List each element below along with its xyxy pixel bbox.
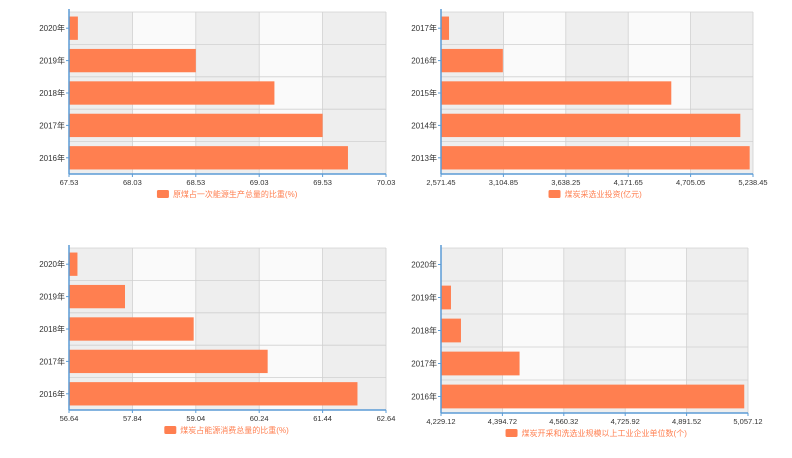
category-label: 2017年: [39, 356, 65, 366]
x-tick-label: 2,571.45: [426, 178, 455, 187]
bar[interactable]: [441, 113, 741, 138]
bar[interactable]: [69, 252, 78, 276]
chart-1: 2020年 2019年 2018年 2017年 2016年 67.53 68.03 68.53…: [39, 9, 395, 199]
category-label: 2016年: [411, 56, 437, 66]
category-label: 2020年: [39, 23, 65, 33]
x-tick-label: 59.04: [186, 414, 205, 423]
x-tick-label: 4,891.52: [672, 417, 701, 426]
legend[interactable]: 原煤占一次能源生产总量的比重(%): [156, 189, 298, 199]
x-tick-label: 57.84: [123, 414, 142, 423]
x-tick-label: 68.03: [123, 178, 142, 187]
x-tick-label: 56.64: [60, 414, 79, 423]
bar[interactable]: [69, 48, 196, 73]
legend[interactable]: 煤炭开采和洗选业规模以上工业企业单位数(个): [505, 428, 688, 438]
bar[interactable]: [69, 16, 78, 40]
category-label: 2013年: [411, 153, 437, 163]
x-tick-label: 67.53: [60, 178, 79, 187]
bar[interactable]: [69, 349, 268, 374]
bar[interactable]: [69, 382, 358, 406]
legend-label: 煤炭采选业投资(亿元): [565, 189, 643, 199]
legend-swatch: [156, 190, 169, 198]
bar[interactable]: [441, 384, 745, 409]
x-tick-label: 4,725.92: [611, 417, 640, 426]
x-tick-label: 68.53: [186, 178, 205, 187]
category-label: 2016年: [411, 392, 437, 402]
category-label: 2017年: [411, 23, 437, 33]
chart-2: 2017年 2016年 2015年 2014年 2013年 2,571.45 3,104.8…: [411, 9, 768, 199]
x-tick-label: 4,394.72: [488, 417, 517, 426]
bar[interactable]: [69, 146, 348, 170]
bar[interactable]: [441, 16, 450, 40]
bar[interactable]: [441, 146, 750, 170]
x-tick-label: 60.24: [250, 414, 269, 423]
x-tick-label: 5,238.45: [738, 178, 767, 187]
category-label: 2017年: [39, 120, 65, 130]
x-tick-label: 4,171.65: [614, 178, 643, 187]
category-label: 2019年: [39, 292, 65, 302]
category-label: 2020年: [411, 260, 437, 270]
bar[interactable]: [69, 284, 126, 309]
category-label: 2016年: [39, 153, 65, 163]
chart-4: 2020年 2019年 2018年 2017年 2016年 4,229.12 4,394.7…: [411, 245, 763, 438]
category-label: 2019年: [39, 56, 65, 66]
x-tick-label: 62.64: [377, 414, 396, 423]
bar[interactable]: [441, 351, 520, 376]
x-tick-label: 4,229.12: [426, 417, 455, 426]
legend[interactable]: 煤炭占能源消费总量的比重(%): [164, 425, 289, 435]
chart-3: 2020年 2019年 2018年 2017年 2016年 56.64 57.84 59.04…: [39, 245, 395, 435]
bar[interactable]: [441, 48, 503, 73]
legend-label: 煤炭开采和洗选业规模以上工业企业单位数(个): [522, 428, 688, 438]
category-label: 2015年: [411, 88, 437, 98]
bar[interactable]: [69, 317, 194, 341]
category-label: 2018年: [411, 326, 437, 336]
x-tick-label: 3,638.25: [551, 178, 580, 187]
bar[interactable]: [441, 81, 672, 105]
category-label: 2016年: [39, 389, 65, 399]
bar[interactable]: [441, 285, 451, 310]
x-tick-label: 70.03: [377, 178, 396, 187]
category-label: 2019年: [411, 293, 437, 303]
category-label: 2018年: [39, 324, 65, 334]
x-tick-label: 69.03: [250, 178, 269, 187]
legend-swatch: [164, 426, 177, 434]
x-tick-label: 3,104.85: [489, 178, 518, 187]
legend-swatch: [548, 190, 561, 198]
category-label: 2020年: [39, 259, 65, 269]
category-label: 2017年: [411, 359, 437, 369]
x-tick-label: 69.53: [313, 178, 332, 187]
bar[interactable]: [69, 113, 323, 138]
category-label: 2018年: [39, 88, 65, 98]
x-tick-label: 61.44: [313, 414, 332, 423]
legend[interactable]: 煤炭采选业投资(亿元): [548, 189, 643, 199]
bar[interactable]: [69, 81, 275, 105]
category-label: 2014年: [411, 120, 437, 130]
bar[interactable]: [441, 318, 461, 343]
x-tick-label: 4,560.32: [549, 417, 578, 426]
x-tick-label: 5,057.12: [733, 417, 762, 426]
legend-swatch: [505, 429, 518, 437]
legend-label: 煤炭占能源消费总量的比重(%): [180, 425, 289, 435]
x-tick-label: 4,705.05: [676, 178, 705, 187]
legend-label: 原煤占一次能源生产总量的比重(%): [173, 189, 298, 199]
